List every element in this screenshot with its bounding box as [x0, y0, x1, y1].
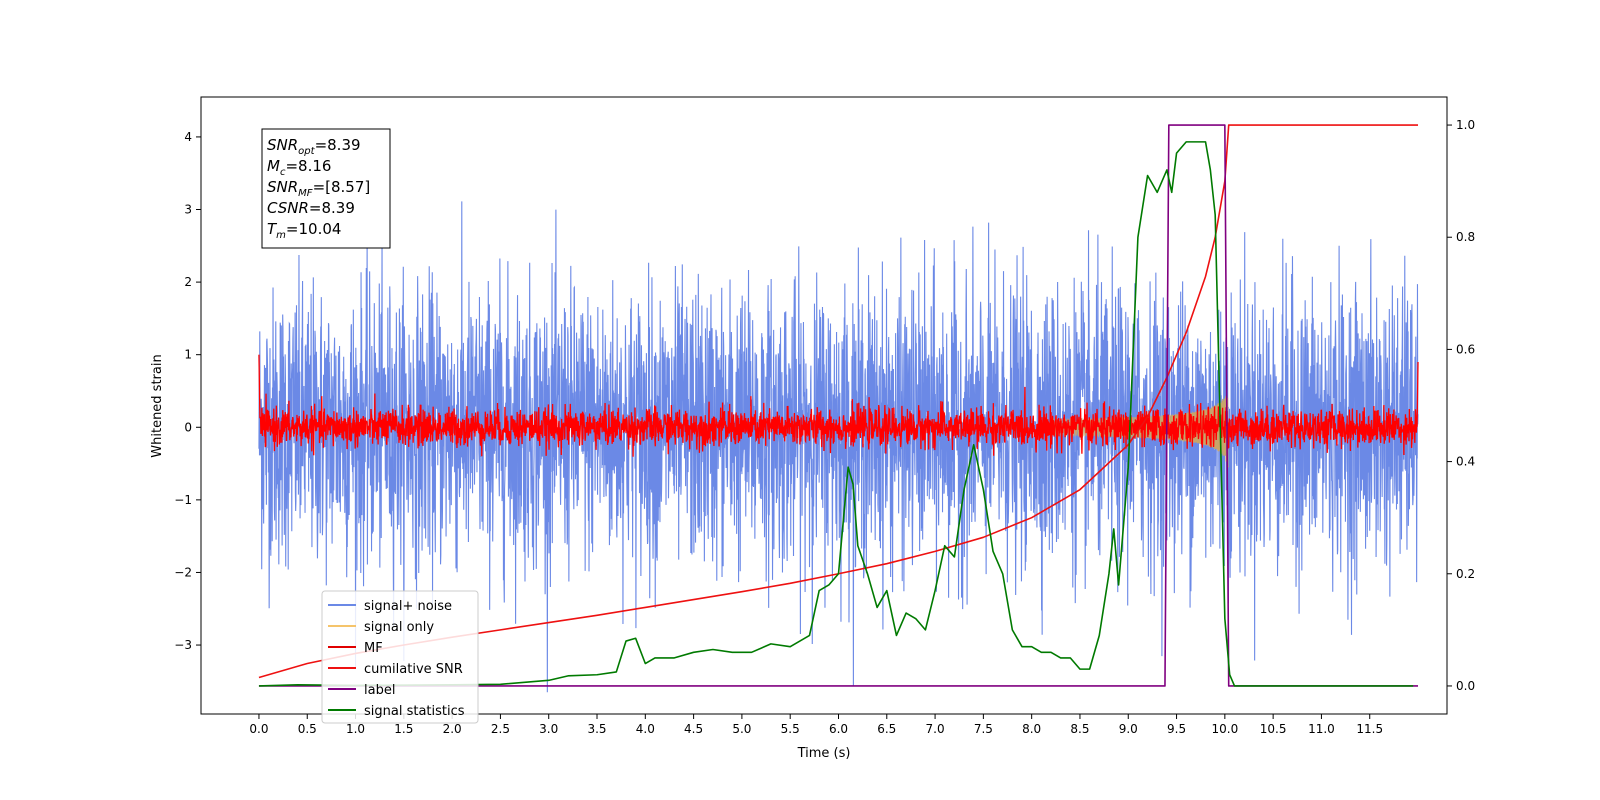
y-tick-label: 2 [184, 275, 192, 289]
legend-label: label [364, 683, 395, 698]
legend-label: signal+ noise [364, 599, 452, 614]
x-tick-label: 1.5 [394, 722, 413, 736]
y2-tick-label: 0.0 [1456, 679, 1475, 693]
x-tick-label: 10.0 [1211, 722, 1238, 736]
info-snr-opt: SNRopt=8.39 [267, 136, 361, 157]
info-box: SNRopt=8.39 Mc=8.16 SNRMF=[8.57] CSNR=8.… [261, 128, 391, 249]
x-tick-label: 11.0 [1308, 722, 1335, 736]
y-axis-right: 0.0 0.2 0.4 0.6 0.8 1.0 [1447, 118, 1475, 693]
info-box-frame [261, 128, 391, 249]
legend-label: MF [364, 641, 383, 656]
y-tick-label: −1 [174, 493, 192, 507]
y-tick-label: −3 [174, 638, 192, 652]
x-tick-label: 4.0 [636, 722, 655, 736]
y2-tick-label: 0.8 [1456, 230, 1475, 244]
y-tick-label: 0 [184, 420, 192, 434]
x-tick-label: 5.5 [781, 722, 800, 736]
info-mc: Mc=8.16 [267, 157, 331, 178]
x-tick-label: 8.5 [1070, 722, 1089, 736]
y-axis-label: Whitened strain [150, 354, 165, 457]
y-tick-label: 3 [184, 203, 192, 217]
y-tick-label: 4 [184, 130, 192, 144]
x-axis: 0.0 0.5 1.0 1.5 2.0 2.5 3.0 3.5 4.0 4.5 5.0 5.5 6.0 6… [249, 714, 1383, 736]
x-tick-label: 7.0 [926, 722, 945, 736]
x-tick-label: 1.0 [346, 722, 365, 736]
x-tick-label: 2.0 [443, 722, 462, 736]
x-tick-label: 10.5 [1260, 722, 1287, 736]
legend: signal+ noise signal only MF cumilative SNR… [321, 590, 479, 724]
x-tick-label: 9.5 [1167, 722, 1186, 736]
x-axis-label: Time (s) [797, 746, 851, 761]
x-tick-label: 3.5 [587, 722, 606, 736]
x-tick-label: 2.5 [491, 722, 510, 736]
x-tick-label: 5.0 [732, 722, 751, 736]
x-tick-label: 6.0 [829, 722, 848, 736]
legend-label: cumilative SNR [364, 662, 463, 677]
x-tick-label: 0.0 [249, 722, 268, 736]
y2-tick-label: 0.4 [1456, 455, 1475, 469]
x-tick-label: 9.0 [1119, 722, 1138, 736]
y-axis-left: −3 −2 −1 0 1 2 3 4 [174, 130, 201, 652]
series-signal-statistics [258, 141, 1414, 687]
x-tick-label: 4.5 [684, 722, 703, 736]
info-csnr: CSNR=8.39 [267, 199, 355, 217]
y2-tick-label: 1.0 [1456, 118, 1475, 132]
x-tick-label: 11.5 [1356, 722, 1383, 736]
series-mf [258, 354, 1419, 457]
legend-label: signal statistics [364, 704, 465, 719]
legend-frame [321, 590, 479, 724]
info-tm: Tm=10.04 [267, 220, 341, 241]
x-tick-label: 0.5 [298, 722, 317, 736]
info-snr-mf: SNRMF=[8.57] [267, 178, 370, 199]
x-tick-label: 8.0 [1022, 722, 1041, 736]
x-tick-label: 3.0 [539, 722, 558, 736]
y-tick-label: −2 [174, 565, 192, 579]
legend-label: signal only [364, 620, 434, 635]
axes-frame [200, 96, 1448, 715]
x-tick-label: 7.5 [974, 722, 993, 736]
y2-tick-label: 0.6 [1456, 342, 1475, 356]
y-tick-label: 1 [184, 348, 192, 362]
y2-tick-label: 0.2 [1456, 567, 1475, 581]
x-tick-label: 6.5 [877, 722, 896, 736]
